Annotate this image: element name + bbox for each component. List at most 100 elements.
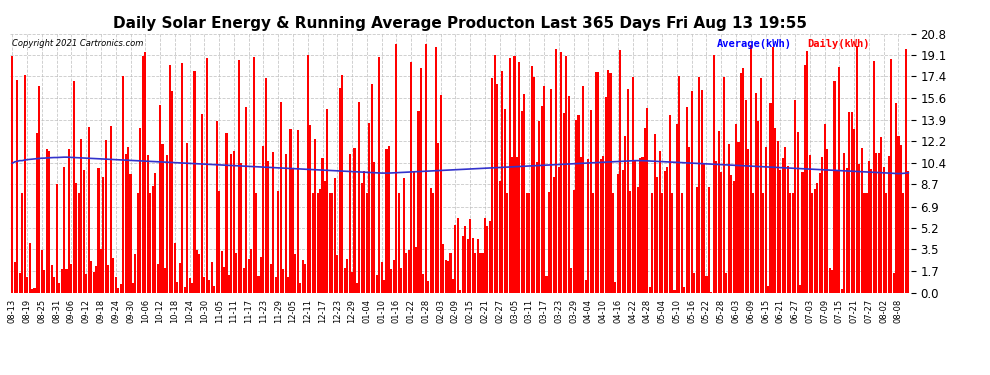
- Bar: [562, 113, 564, 292]
- Bar: [764, 147, 766, 292]
- Bar: [130, 174, 132, 292]
- Bar: [484, 218, 486, 292]
- Bar: [816, 183, 819, 292]
- Bar: [506, 193, 508, 292]
- Bar: [499, 181, 501, 292]
- Bar: [385, 149, 387, 292]
- Bar: [451, 279, 454, 292]
- Bar: [337, 255, 339, 292]
- Bar: [893, 273, 895, 292]
- Bar: [762, 193, 764, 292]
- Bar: [898, 136, 900, 292]
- Bar: [90, 261, 92, 292]
- Bar: [21, 193, 23, 292]
- Bar: [620, 50, 622, 292]
- Bar: [228, 275, 230, 292]
- Bar: [539, 121, 541, 292]
- Bar: [14, 262, 16, 292]
- Bar: [289, 129, 291, 292]
- Bar: [125, 154, 127, 292]
- Bar: [191, 284, 193, 292]
- Bar: [107, 264, 110, 292]
- Bar: [514, 56, 516, 292]
- Bar: [314, 140, 316, 292]
- Bar: [339, 88, 341, 292]
- Bar: [201, 114, 203, 292]
- Bar: [461, 236, 464, 292]
- Bar: [380, 262, 382, 292]
- Bar: [24, 75, 26, 292]
- Bar: [902, 193, 905, 292]
- Bar: [673, 290, 675, 292]
- Bar: [183, 287, 186, 292]
- Bar: [92, 272, 95, 292]
- Bar: [671, 193, 673, 292]
- Bar: [238, 60, 240, 292]
- Bar: [759, 78, 761, 292]
- Bar: [443, 244, 445, 292]
- Bar: [658, 151, 660, 292]
- Text: Copyright 2021 Cartronics.com: Copyright 2021 Cartronics.com: [12, 39, 144, 48]
- Bar: [597, 72, 599, 292]
- Bar: [179, 263, 181, 292]
- Text: Daily(kWh): Daily(kWh): [807, 39, 869, 49]
- Bar: [752, 193, 754, 292]
- Bar: [164, 268, 166, 292]
- Bar: [120, 284, 122, 292]
- Bar: [853, 129, 855, 292]
- Bar: [868, 161, 870, 292]
- Bar: [585, 280, 587, 292]
- Bar: [693, 273, 695, 292]
- Bar: [686, 107, 688, 292]
- Bar: [570, 268, 572, 292]
- Bar: [829, 268, 831, 292]
- Bar: [552, 177, 555, 292]
- Bar: [676, 124, 678, 292]
- Bar: [888, 156, 890, 292]
- Bar: [489, 220, 491, 292]
- Bar: [176, 282, 178, 292]
- Bar: [405, 254, 407, 292]
- Bar: [637, 188, 639, 292]
- Bar: [196, 250, 198, 292]
- Bar: [41, 250, 43, 292]
- Bar: [272, 152, 274, 292]
- Bar: [471, 238, 473, 292]
- Bar: [169, 65, 171, 292]
- Bar: [630, 190, 632, 292]
- Bar: [824, 124, 826, 292]
- Bar: [142, 56, 144, 292]
- Bar: [127, 147, 129, 292]
- Bar: [292, 169, 294, 292]
- Bar: [393, 260, 395, 292]
- Bar: [252, 57, 254, 292]
- Bar: [519, 62, 521, 292]
- Bar: [834, 81, 836, 292]
- Bar: [703, 164, 705, 292]
- Bar: [80, 139, 82, 292]
- Bar: [233, 151, 235, 292]
- Bar: [728, 144, 730, 292]
- Bar: [873, 62, 875, 292]
- Bar: [511, 157, 513, 292]
- Bar: [469, 219, 471, 292]
- Bar: [653, 134, 655, 292]
- Bar: [560, 52, 562, 292]
- Bar: [132, 283, 134, 292]
- Bar: [287, 276, 289, 292]
- Bar: [447, 261, 449, 292]
- Bar: [302, 260, 304, 292]
- Bar: [231, 154, 233, 292]
- Bar: [36, 133, 38, 292]
- Bar: [545, 276, 547, 292]
- Bar: [466, 239, 469, 292]
- Bar: [135, 254, 137, 292]
- Bar: [555, 49, 557, 292]
- Bar: [262, 146, 264, 292]
- Bar: [353, 148, 355, 292]
- Bar: [269, 264, 272, 292]
- Bar: [19, 273, 21, 292]
- Bar: [681, 193, 683, 292]
- Bar: [226, 133, 228, 292]
- Bar: [529, 193, 531, 292]
